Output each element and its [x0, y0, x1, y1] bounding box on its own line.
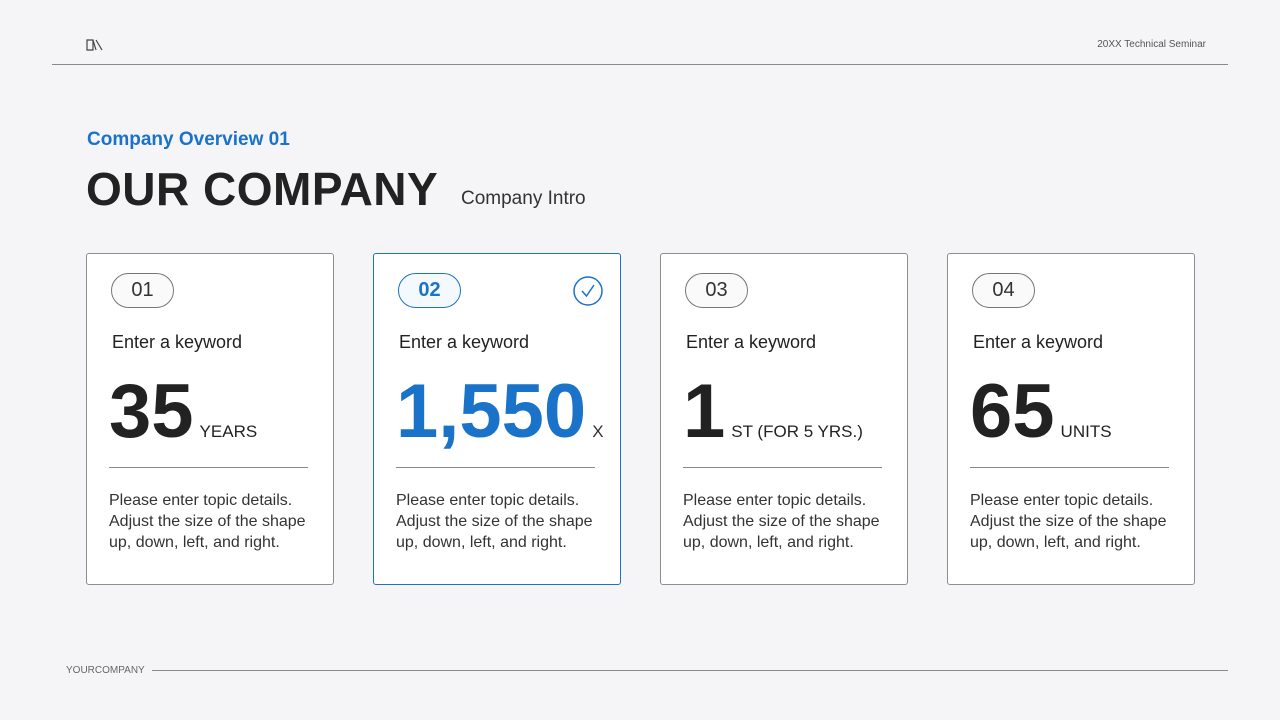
- card-description: Please enter topic details. Adjust the s…: [970, 492, 1167, 551]
- page-subtitle: Company Intro: [461, 188, 586, 209]
- check-circle-icon: [573, 276, 603, 306]
- card-number-badge: 03: [685, 273, 748, 308]
- seminar-label: 20XX Technical Seminar: [1097, 39, 1206, 50]
- page-title: OUR COMPANY: [86, 163, 439, 215]
- card-keyword: Enter a keyword: [973, 332, 1104, 352]
- card-stat-unit: ST (FOR 5 YRS.): [731, 422, 863, 441]
- card-stat: 1 ST (FOR 5 YRS.): [683, 362, 863, 482]
- card-stat-unit: X: [592, 422, 604, 441]
- stat-card-01[interactable]: 01 Enter a keyword 35 YEARS Please enter …: [86, 253, 334, 585]
- header-divider: [52, 64, 1228, 65]
- card-description: Please enter topic details. Adjust the s…: [683, 492, 880, 551]
- card-divider: [970, 467, 1169, 468]
- footer-divider: [152, 670, 1228, 671]
- card-divider: [683, 467, 882, 468]
- card-stat-value: 1: [683, 369, 726, 454]
- card-divider: [396, 467, 595, 468]
- card-description: Please enter topic details. Adjust the s…: [109, 492, 306, 551]
- card-stat: 65 UNITS: [970, 362, 1112, 482]
- card-stat-value: 65: [970, 369, 1055, 454]
- card-stat-unit: YEARS: [199, 422, 258, 441]
- card-stat-unit: UNITS: [1060, 422, 1112, 441]
- book-logo-icon: [86, 39, 103, 51]
- card-stat-value: 35: [109, 369, 194, 454]
- card-stat: 35 YEARS: [109, 362, 257, 482]
- stat-card-04[interactable]: 04 Enter a keyword 65 UNITS Please enter …: [947, 253, 1195, 585]
- card-keyword: Enter a keyword: [112, 332, 243, 352]
- footer-company: YOURCOMPANY: [66, 665, 145, 676]
- card-description: Please enter topic details. Adjust the s…: [396, 492, 593, 551]
- card-stat-value: 1,550: [396, 369, 587, 454]
- card-stat: 1,550 X: [396, 362, 604, 482]
- card-number-badge: 01: [111, 273, 174, 308]
- card-number-badge: 02: [398, 273, 461, 308]
- card-keyword: Enter a keyword: [399, 332, 530, 352]
- stat-card-02[interactable]: 02 Enter a keyword 1,550 X Please enter t…: [373, 253, 621, 585]
- section-eyebrow: Company Overview 01: [87, 129, 290, 150]
- card-number-badge: 04: [972, 273, 1035, 308]
- card-divider: [109, 467, 308, 468]
- card-keyword: Enter a keyword: [686, 332, 817, 352]
- stat-card-03[interactable]: 03 Enter a keyword 1 ST (FOR 5 YRS.) Plea…: [660, 253, 908, 585]
